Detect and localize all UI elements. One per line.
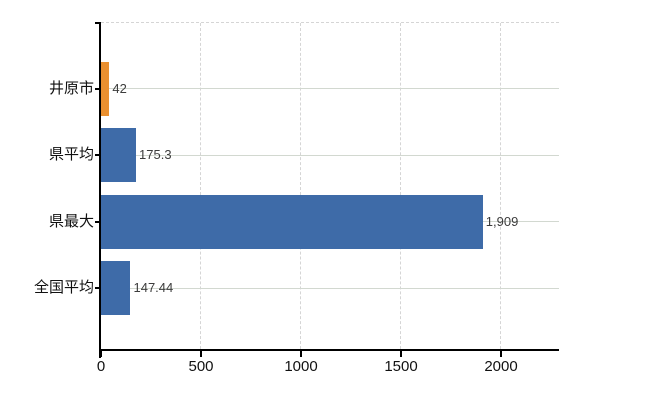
- x-tick-label: 500: [188, 358, 214, 375]
- horizontal-gridline: [101, 287, 559, 289]
- category-label: 県最大: [48, 212, 94, 230]
- x-tick-label: 0: [96, 358, 106, 375]
- x-axis-tick: [400, 351, 402, 357]
- value-label: 42: [112, 80, 127, 96]
- y-axis-tick: [95, 287, 101, 289]
- vertical-gridline: [400, 23, 401, 349]
- value-label: 175.3: [139, 147, 172, 162]
- bar-highlight: [101, 61, 110, 116]
- x-axis-tick: [200, 351, 202, 357]
- y-axis-line: [99, 23, 101, 358]
- x-tick-label: 2000: [484, 358, 518, 375]
- vertical-gridline: [500, 23, 501, 349]
- bar-default: [101, 194, 483, 249]
- horizontal-gridline: [101, 154, 559, 156]
- category-label: 全国平均: [33, 279, 94, 296]
- x-axis-tick: [300, 351, 302, 357]
- x-axis-line: [99, 349, 559, 351]
- bar-default: [101, 128, 137, 182]
- plot-top-border: [101, 22, 559, 23]
- bar-default: [101, 261, 131, 315]
- x-tick-label: 1000: [284, 358, 318, 375]
- y-axis-tick: [95, 87, 101, 90]
- value-label: 1,909: [485, 213, 519, 229]
- x-axis-tick: [100, 351, 102, 357]
- vertical-gridline: [300, 23, 301, 349]
- x-axis-tick: [500, 351, 502, 357]
- y-axis-tick: [95, 220, 101, 223]
- horizontal-gridline: [101, 88, 559, 89]
- vertical-gridline: [200, 23, 201, 349]
- category-label: 井原市: [48, 79, 94, 97]
- x-tick-label: 1500: [384, 358, 418, 375]
- value-label: 147.44: [133, 280, 174, 295]
- y-axis-tick: [95, 154, 101, 156]
- category-label: 県平均: [48, 146, 94, 163]
- y-axis-top-tick: [95, 22, 101, 24]
